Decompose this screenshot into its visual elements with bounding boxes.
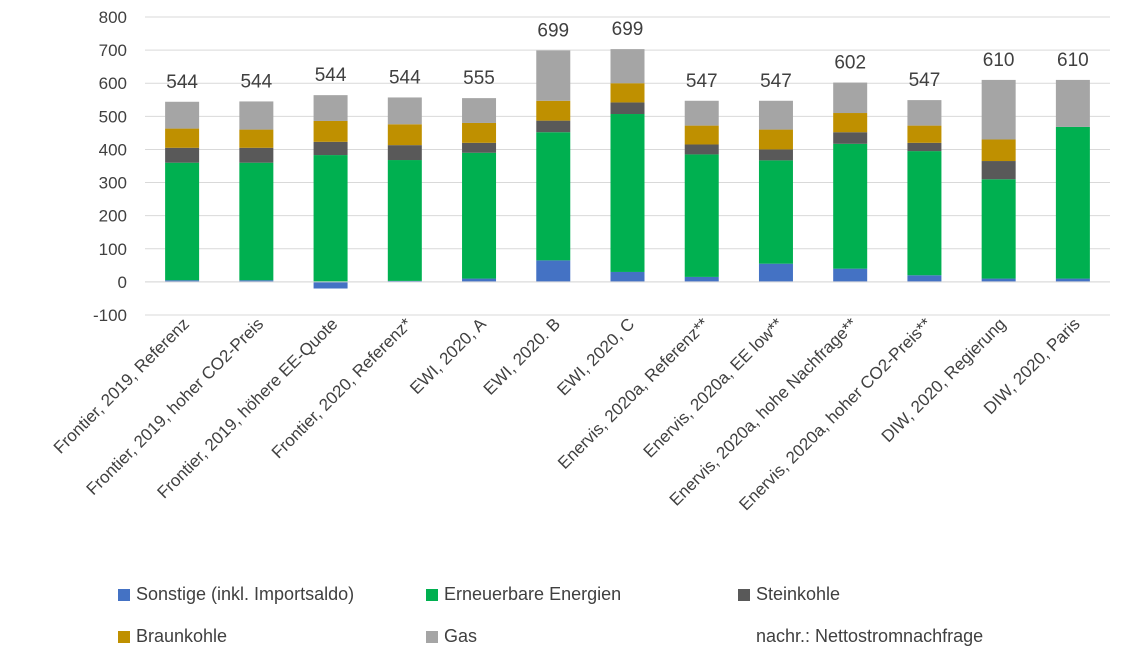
bar-segment <box>387 145 422 161</box>
category-label: EWI, 2020, A <box>406 314 490 398</box>
bar-segment <box>833 132 868 144</box>
bar-segment <box>907 125 942 143</box>
bar-segment <box>610 102 645 115</box>
y-tick-label: 600 <box>99 74 127 93</box>
total-value-label: 699 <box>612 19 644 40</box>
bar-segment <box>981 278 1016 282</box>
bar-segment <box>165 162 200 281</box>
y-tick-label: 100 <box>99 240 127 259</box>
bar-segment <box>758 160 793 264</box>
bar-segment <box>536 50 571 101</box>
y-tick-label: -100 <box>93 306 127 325</box>
total-value-label: 544 <box>389 67 421 88</box>
bar-segment <box>536 120 571 133</box>
total-value-label: 544 <box>315 65 347 86</box>
bar-segment <box>462 122 497 143</box>
bar-segment <box>536 100 571 121</box>
bar-segment <box>1055 79 1090 127</box>
bar-segment <box>313 141 348 156</box>
bar-segment <box>1055 126 1090 279</box>
bar-segment <box>758 100 793 130</box>
y-tick-label: 400 <box>99 140 127 159</box>
bar-segment <box>758 263 793 282</box>
bars <box>165 49 1090 289</box>
bar-segment <box>758 129 793 150</box>
bar-segment <box>462 142 497 153</box>
bar-segment <box>833 268 868 282</box>
category-label: Enervis, 2020a, EE low** <box>640 314 787 461</box>
y-tick-label: 700 <box>99 41 127 60</box>
bar-segment <box>387 97 422 125</box>
total-value-label: 544 <box>166 72 198 93</box>
bar-segment <box>981 161 1016 180</box>
bar-segment <box>610 114 645 272</box>
bar-segment <box>239 129 274 148</box>
bar-segment <box>536 132 571 261</box>
total-value-label: 602 <box>834 53 866 74</box>
bar-segment <box>684 144 719 155</box>
bar-segment <box>387 160 422 281</box>
bar-segment <box>907 151 942 276</box>
y-tick-label: 500 <box>99 107 127 126</box>
bar-segment <box>536 260 571 282</box>
bar-segment <box>684 154 719 277</box>
bar-segment <box>387 124 422 146</box>
total-value-label: 610 <box>983 50 1015 71</box>
bar-segment <box>313 120 348 142</box>
bar-segment <box>907 142 942 152</box>
bar-segment <box>833 113 868 133</box>
bar-segment <box>239 280 274 282</box>
bar-segment <box>684 100 719 126</box>
bar-segment <box>684 276 719 282</box>
total-value-label: 547 <box>760 71 792 92</box>
bar-segment <box>833 82 868 114</box>
bar-segment <box>981 179 1016 279</box>
bar-segment <box>313 281 348 289</box>
category-label: Enervis, 2020a, Referenz** <box>554 314 713 473</box>
category-label: DIW, 2020, Regierung <box>878 314 1010 446</box>
category-label: Frontier, 2020, Referenz* <box>268 314 416 462</box>
bar-segment <box>462 98 497 123</box>
bar-segment <box>462 278 497 282</box>
total-labels: 544 544 544 544 555 699 699 547 547 602 547 610 610 <box>166 19 1088 93</box>
total-value-label: 547 <box>686 71 718 92</box>
bar-segment <box>239 147 274 163</box>
total-value-label: 555 <box>463 68 495 89</box>
bar-segment <box>981 79 1016 140</box>
bar-segment <box>313 155 348 282</box>
category-label: Frontier, 2019, Referenz <box>50 314 193 457</box>
total-value-label: 547 <box>909 70 941 91</box>
bar-segment <box>610 49 645 84</box>
y-axis-ticks: -100 0 100 200 300 400 500 600 700 800 <box>93 8 127 325</box>
bar-segment <box>684 125 719 145</box>
y-tick-label: 0 <box>118 273 127 292</box>
bar-segment <box>165 128 200 148</box>
bar-segment <box>239 162 274 281</box>
bar-segment <box>833 143 868 269</box>
total-value-label: 699 <box>537 20 569 41</box>
bar-segment <box>1055 278 1090 282</box>
total-value-label: 544 <box>240 71 272 92</box>
bar-segment <box>610 271 645 282</box>
bar-segment <box>907 275 942 282</box>
bar-segment <box>165 147 200 163</box>
bar-segment <box>758 149 793 161</box>
y-tick-label: 200 <box>99 207 127 226</box>
category-label: EWI, 2020. B <box>480 314 564 398</box>
bar-segment <box>610 83 645 103</box>
total-value-label: 610 <box>1057 50 1089 71</box>
bar-segment <box>981 139 1016 162</box>
bar-segment <box>165 101 200 129</box>
y-tick-label: 800 <box>99 8 127 27</box>
bar-segment <box>313 95 348 121</box>
bar-segment <box>165 280 200 282</box>
bar-segment <box>462 152 497 279</box>
bar-segment <box>239 101 274 130</box>
y-tick-label: 300 <box>99 174 127 193</box>
bar-segment <box>907 100 942 126</box>
